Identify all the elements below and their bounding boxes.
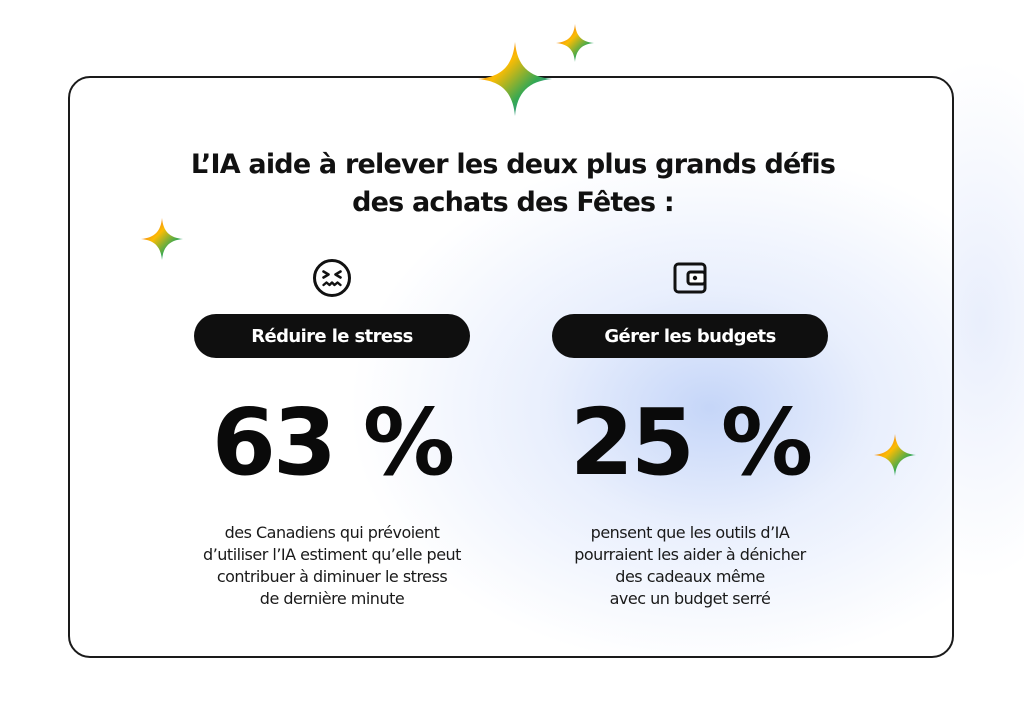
stat-column-stress: Réduire le stress 63 % des Canadiens qui… — [182, 256, 482, 610]
sparkle-icon-small-top — [556, 24, 594, 62]
sparkle-icon-right — [874, 434, 916, 476]
budget-stat-description: pensent que les outils d’IA pourraient l… — [540, 522, 840, 610]
title-line-2: des achats des Fêtes : — [352, 187, 675, 218]
wallet-icon — [673, 262, 707, 294]
title-line-1: L’IA aide à relever les deux plus grands… — [190, 149, 836, 180]
stress-stat-value: 63 % — [211, 389, 455, 496]
sparkle-icon-left — [141, 218, 183, 260]
stress-desc-line-1: des Canadiens qui prévoient — [224, 523, 440, 542]
infographic-card: L’IA aide à relever les deux plus grands… — [68, 76, 954, 658]
budget-label: Gérer les budgets — [604, 325, 776, 347]
budget-stat-value: 25 % — [569, 389, 813, 496]
stress-label-pill: Réduire le stress — [194, 314, 470, 358]
stressed-face-icon — [313, 259, 351, 297]
stat-column-budget: Gérer les budgets 25 % pensent que les o… — [540, 256, 840, 610]
stress-desc-line-2: d’utiliser l’IA estiment qu’elle peut — [203, 545, 461, 564]
sparkle-icon-large — [478, 42, 552, 116]
budget-desc-line-3: des cadeaux même — [615, 567, 765, 586]
stress-desc-line-4: de dernière minute — [259, 589, 405, 608]
budget-desc-line-2: pourraient les aider à dénicher — [574, 545, 806, 564]
budget-label-pill: Gérer les budgets — [552, 314, 828, 358]
stress-label: Réduire le stress — [251, 325, 413, 347]
stress-desc-line-3: contribuer à diminuer le stress — [216, 567, 448, 586]
budget-desc-line-4: avec un budget serré — [609, 589, 771, 608]
infographic-title: L’IA aide à relever les deux plus grands… — [70, 146, 952, 222]
budget-desc-line-1: pensent que les outils d’IA — [590, 523, 790, 542]
stress-stat-description: des Canadiens qui prévoient d’utiliser l… — [182, 522, 482, 610]
